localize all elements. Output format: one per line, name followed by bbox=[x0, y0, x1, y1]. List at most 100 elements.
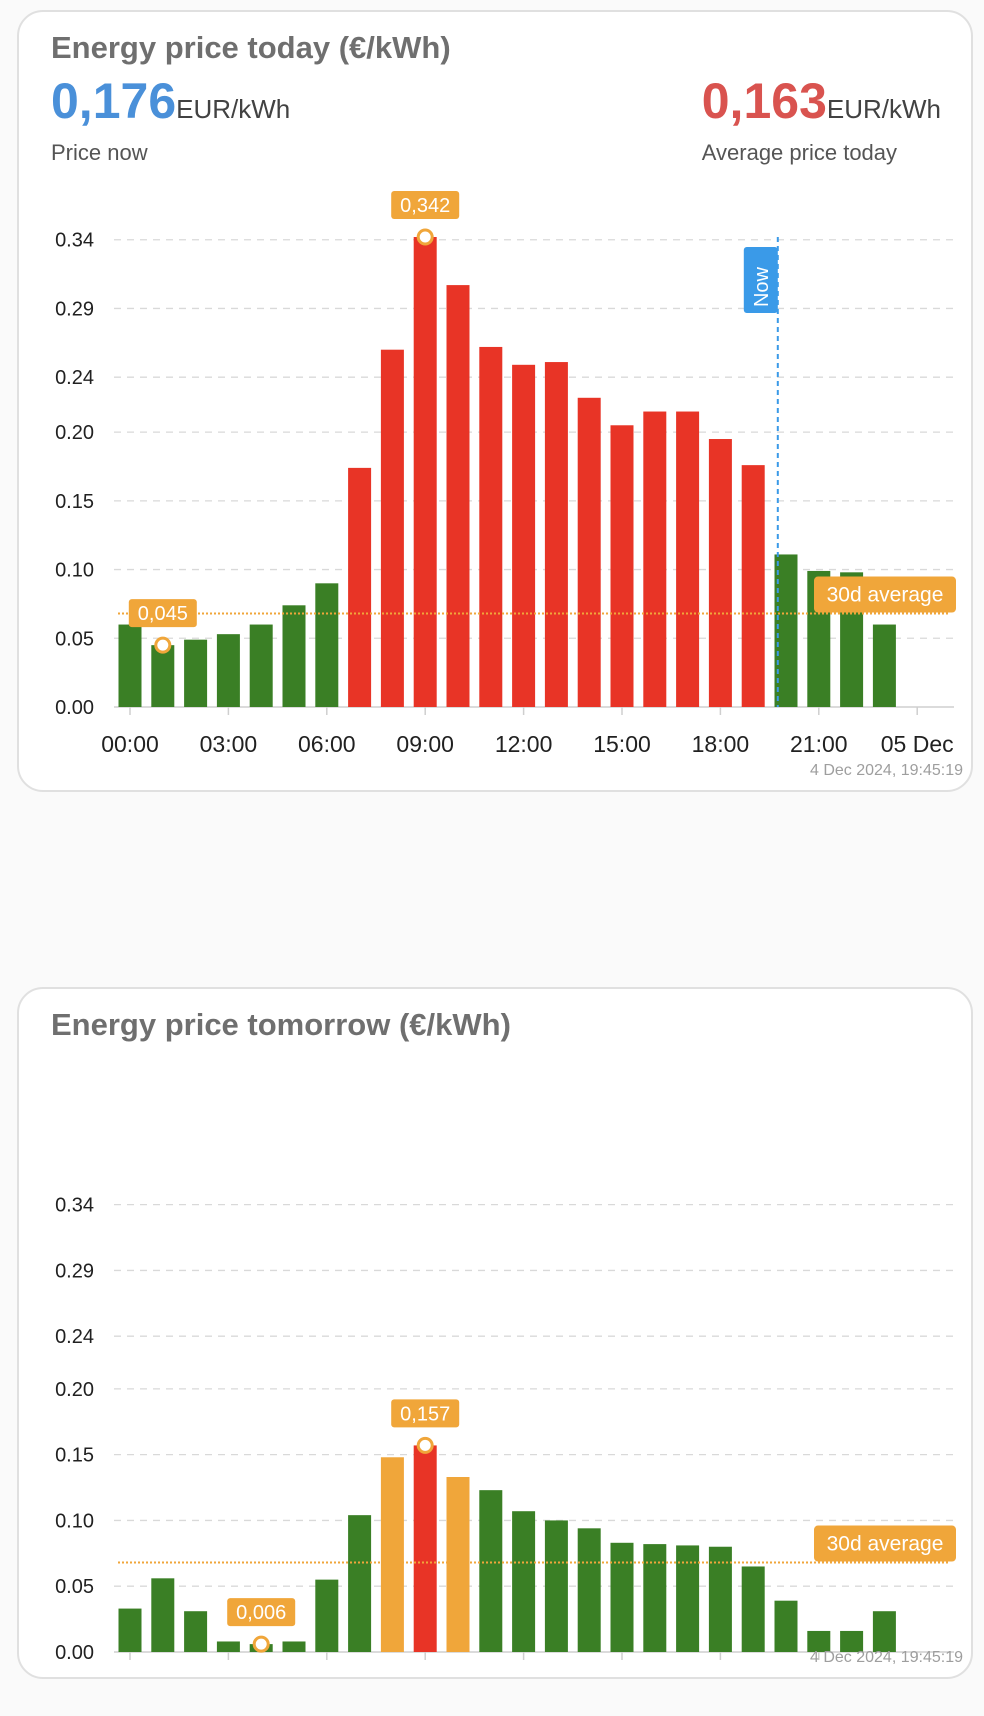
price-bar bbox=[315, 1579, 339, 1652]
y-tick-label: 0.10 bbox=[55, 1510, 94, 1532]
tomorrow-price-chart: 0.000.050.100.150.200.240.290.3400:0003:… bbox=[55, 1195, 956, 1664]
card-title: Energy price today (€/kWh) bbox=[51, 30, 451, 65]
average-today-label: Average price today bbox=[701, 140, 898, 165]
price-now-value: 0,176 bbox=[51, 73, 177, 129]
y-tick-label: 0.05 bbox=[55, 628, 94, 650]
price-bar bbox=[446, 285, 470, 707]
price-bar bbox=[610, 425, 634, 707]
price-bar bbox=[774, 554, 798, 707]
now-label-text: Now bbox=[751, 266, 773, 307]
now-label-box bbox=[743, 247, 778, 313]
marker-label-box bbox=[391, 191, 460, 219]
x-tick-label: 15:00 bbox=[593, 731, 651, 757]
x-tick-label: 03:00 bbox=[200, 731, 258, 757]
max-marker: 0,157 bbox=[391, 1399, 460, 1454]
y-tick-label: 0.10 bbox=[55, 560, 94, 582]
y-tick-label: 0.20 bbox=[55, 422, 94, 444]
price-bar bbox=[610, 1542, 634, 1652]
y-tick-label: 0.20 bbox=[55, 1379, 94, 1401]
price-bar bbox=[643, 411, 667, 707]
price-bar bbox=[643, 1544, 667, 1652]
last-updated-timestamp: 4 Dec 2024, 19:45:19 bbox=[809, 1649, 963, 1666]
y-tick-label: 0.24 bbox=[55, 367, 94, 389]
price-bar bbox=[676, 1545, 700, 1652]
price-bar bbox=[544, 362, 568, 707]
marker-label-text: 0,045 bbox=[138, 603, 188, 625]
today-price-card: Energy price today (€/kWh) 0,176EUR/kWh … bbox=[17, 10, 973, 792]
price-bar bbox=[184, 1611, 208, 1652]
marker-label-text: 0,157 bbox=[400, 1403, 450, 1425]
x-tick-label: 18:00 bbox=[692, 731, 750, 757]
y-tick-label: 0.29 bbox=[55, 1260, 94, 1282]
price-bar bbox=[348, 1515, 372, 1652]
y-tick-label: 0.34 bbox=[55, 230, 94, 252]
price-bar bbox=[118, 1608, 142, 1652]
average-label-text: 30d average bbox=[827, 584, 944, 607]
average-label-box bbox=[814, 1525, 956, 1562]
marker-dot bbox=[252, 1635, 270, 1653]
x-tick-label: 09:00 bbox=[396, 731, 454, 757]
price-bar bbox=[413, 237, 437, 707]
x-tick-label: 12:00 bbox=[495, 731, 553, 757]
y-tick-label: 0.24 bbox=[55, 1326, 94, 1348]
price-bar bbox=[151, 645, 175, 707]
price-bar bbox=[380, 349, 404, 707]
price-bar bbox=[577, 397, 601, 707]
average-label-text: 30d average bbox=[827, 1533, 944, 1556]
price-bar bbox=[872, 624, 896, 707]
price-bar bbox=[840, 1630, 864, 1652]
min-marker: 0,045 bbox=[128, 599, 197, 654]
price-bar bbox=[151, 1578, 175, 1652]
price-bar bbox=[708, 1546, 732, 1652]
x-tick-label: 21:00 bbox=[790, 731, 848, 757]
y-tick-label: 0.00 bbox=[55, 697, 94, 719]
price-bar bbox=[512, 364, 536, 707]
price-bar bbox=[184, 639, 208, 707]
y-tick-label: 0.34 bbox=[55, 1195, 94, 1217]
price-bar bbox=[282, 1641, 306, 1652]
y-tick-label: 0.00 bbox=[55, 1642, 94, 1664]
last-updated-timestamp: 4 Dec 2024, 19:45:19 bbox=[809, 762, 963, 779]
price-bar bbox=[741, 465, 765, 707]
price-bar bbox=[676, 411, 700, 707]
marker-label-box bbox=[227, 1598, 296, 1627]
y-tick-label: 0.15 bbox=[55, 491, 94, 513]
y-tick-label: 0.29 bbox=[55, 298, 94, 320]
price-bar bbox=[741, 1566, 765, 1652]
price-bar bbox=[348, 467, 372, 707]
price-bar bbox=[479, 346, 503, 707]
price-bar bbox=[774, 1600, 798, 1652]
price-bar bbox=[512, 1511, 536, 1652]
average-line-label: 30d average bbox=[814, 1525, 956, 1562]
average-today-unit: EUR/kWh bbox=[826, 94, 941, 124]
price-now-block: 0,176EUR/kWh Price now bbox=[51, 76, 290, 166]
max-marker: 0,342 bbox=[391, 191, 460, 246]
card-title: Energy price tomorrow (€/kWh) bbox=[51, 1007, 511, 1042]
price-now-label: Price now bbox=[51, 140, 148, 165]
marker-label-box bbox=[128, 599, 197, 628]
tomorrow-price-card: Energy price tomorrow (€/kWh) 0.00 0.05 0.… bbox=[17, 987, 973, 1679]
price-bar bbox=[446, 1477, 470, 1652]
price-bar bbox=[216, 1641, 240, 1652]
price-bar bbox=[249, 624, 273, 707]
x-tick-label: 06:00 bbox=[298, 731, 356, 757]
marker-dot bbox=[154, 636, 172, 654]
price-bar bbox=[282, 605, 306, 707]
price-bar bbox=[807, 1630, 831, 1652]
price-bar bbox=[216, 634, 240, 707]
marker-dot bbox=[416, 1436, 434, 1454]
marker-label-text: 0,342 bbox=[400, 195, 450, 217]
min-marker: 0,006 bbox=[227, 1598, 296, 1653]
x-tick-label: 05 Dec bbox=[881, 731, 954, 757]
average-label-box bbox=[814, 576, 956, 613]
x-tick-label: 00:00 bbox=[101, 731, 159, 757]
price-bar bbox=[118, 624, 142, 707]
today-price-chart: 0.00 0.05 0.10 0.15 0.20 0.24 0.29 0.34 00:00 03:… bbox=[55, 191, 956, 757]
average-line-label: 30d average bbox=[814, 576, 956, 613]
price-bar bbox=[577, 1528, 601, 1652]
price-bar bbox=[380, 1457, 404, 1652]
price-now-unit: EUR/kWh bbox=[176, 94, 291, 124]
price-bar bbox=[872, 1611, 896, 1652]
average-today-block: 0,163EUR/kWh Average price today bbox=[702, 76, 941, 166]
price-bar bbox=[413, 1445, 437, 1652]
